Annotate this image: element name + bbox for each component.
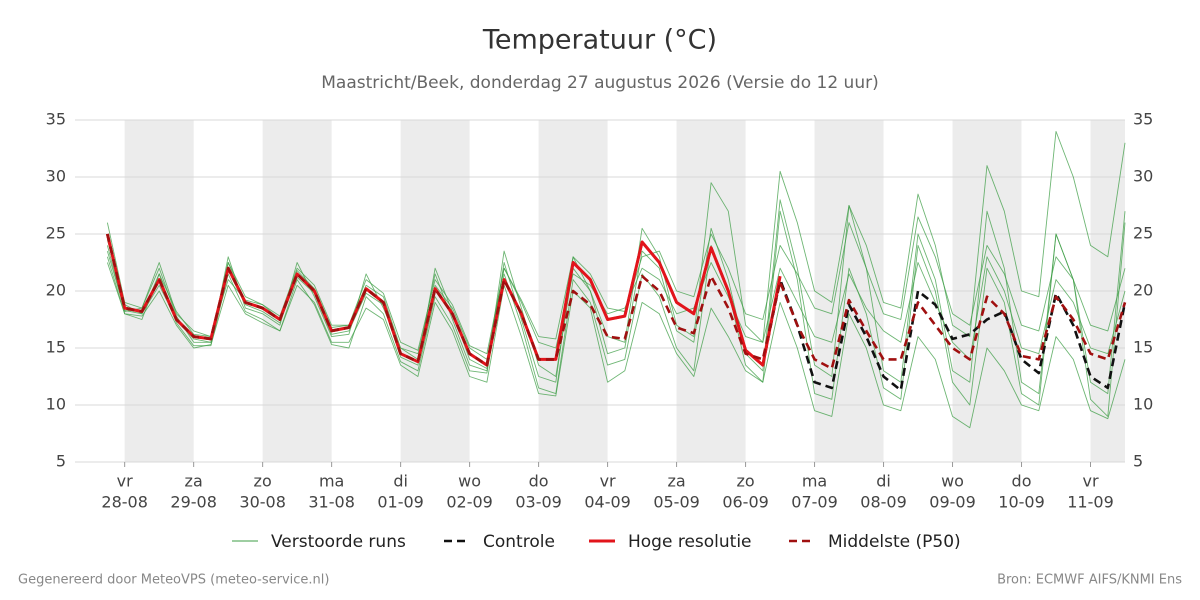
x-tick-date: 06-09 bbox=[722, 493, 769, 512]
y-tick-label: 35 bbox=[46, 110, 66, 129]
legend-label: Controle bbox=[483, 532, 555, 552]
x-tick-label: vr bbox=[600, 472, 616, 491]
x-tick-label: wo bbox=[458, 472, 481, 491]
y-tick-label-right: 30 bbox=[1133, 167, 1153, 186]
series-line bbox=[106, 130, 1126, 383]
y-tick-label-right: 5 bbox=[1133, 452, 1143, 471]
x-tick-label: do bbox=[1012, 472, 1032, 491]
x-tick-date: 09-09 bbox=[929, 493, 976, 512]
footer-left: Gegenereerd door MeteoVPS (meteo-service… bbox=[18, 573, 329, 588]
y-tick-label-right: 25 bbox=[1133, 224, 1153, 243]
x-tick-date: 29-08 bbox=[170, 493, 217, 512]
x-tick-date: 05-09 bbox=[653, 493, 700, 512]
y-tick-label-right: 10 bbox=[1133, 395, 1153, 414]
x-tick-date: 30-08 bbox=[239, 493, 286, 512]
y-tick-label: 30 bbox=[46, 167, 66, 186]
x-tick-label: za bbox=[185, 472, 203, 491]
x-tick-date: 31-08 bbox=[308, 493, 355, 512]
x-tick-label: za bbox=[667, 472, 685, 491]
x-tick-label: do bbox=[529, 472, 549, 491]
x-tick-date: 28-08 bbox=[101, 493, 148, 512]
y-tick-label: 20 bbox=[46, 281, 66, 300]
x-tick-date: 01-09 bbox=[377, 493, 424, 512]
series-line bbox=[106, 210, 1126, 417]
y-tick-label: 25 bbox=[46, 224, 66, 243]
x-tick-label: zo bbox=[736, 472, 754, 491]
x-tick-label: ma bbox=[802, 472, 827, 491]
series-line bbox=[106, 222, 1126, 360]
chart-subtitle: Maastricht/Beek, donderdag 27 augustus 2… bbox=[321, 73, 878, 93]
legend-label: Middelste (P50) bbox=[828, 532, 961, 552]
y-tick-label-right: 35 bbox=[1133, 110, 1153, 129]
x-tick-label: ma bbox=[319, 472, 344, 491]
x-tick-date: 10-09 bbox=[998, 493, 1045, 512]
x-tick-label: wo bbox=[941, 472, 964, 491]
x-tick-label: di bbox=[876, 472, 891, 491]
y-tick-label-right: 15 bbox=[1133, 338, 1153, 357]
x-tick-label: vr bbox=[117, 472, 133, 491]
series-line bbox=[106, 233, 1127, 370]
x-tick-date: 02-09 bbox=[446, 493, 493, 512]
x-tick-label: di bbox=[393, 472, 408, 491]
y-tick-label: 15 bbox=[46, 338, 66, 357]
x-tick-date: 11-09 bbox=[1067, 493, 1114, 512]
chart-title: Temperatuur (°C) bbox=[482, 25, 717, 56]
series-line bbox=[106, 256, 1126, 429]
footer-right: Bron: ECMWF AIFS/KNMI Ens bbox=[997, 573, 1182, 588]
x-tick-label: vr bbox=[1082, 472, 1098, 491]
x-tick-date: 07-09 bbox=[791, 493, 838, 512]
series-line bbox=[106, 199, 1126, 395]
y-tick-label: 10 bbox=[46, 395, 66, 414]
y-tick-label: 5 bbox=[56, 452, 66, 471]
x-tick-date: 04-09 bbox=[584, 493, 631, 512]
x-tick-date: 03-09 bbox=[515, 493, 562, 512]
legend-label: Verstoorde runs bbox=[271, 532, 406, 552]
legend-label: Hoge resolutie bbox=[628, 532, 752, 552]
y-tick-label-right: 20 bbox=[1133, 281, 1153, 300]
x-tick-date: 08-09 bbox=[860, 493, 907, 512]
x-tick-label: zo bbox=[254, 472, 272, 491]
